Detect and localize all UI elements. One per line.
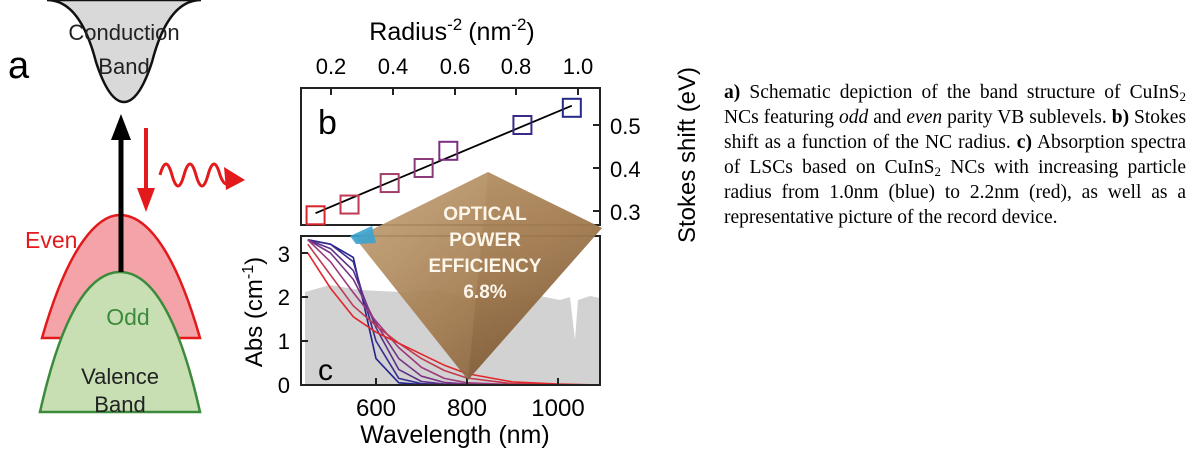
x-axis-title: Wavelength (nm) [360, 421, 549, 449]
caption-a-sub: 2 [1179, 89, 1187, 104]
top-tick-label-0: 0.2 [316, 54, 347, 79]
data-point [561, 97, 582, 118]
caption-c-label: c) [1016, 132, 1032, 153]
right-tick-label-2: 0.5 [610, 114, 641, 139]
top-tick-label-2: 0.6 [440, 54, 471, 79]
photon-arrowhead [224, 167, 245, 190]
x-tick-label-800: 800 [447, 395, 487, 422]
panel-b: b Radius-2 (nm-2) 0.2 0.4 0.6 0.8 1.0 0.3… [300, 15, 701, 243]
data-point [305, 205, 326, 226]
figure-caption: a) Schematic depiction of the band struc… [724, 80, 1186, 230]
photon-wave-icon [158, 162, 232, 188]
conduction-band-label-line2: Band [98, 54, 149, 79]
efficiency-text-line1: OPTICAL [443, 204, 527, 225]
caption-c-text-1: Absorption spectra of LSCs based on CuIn… [724, 132, 1186, 178]
right-axis-title: Stokes shift (eV) [674, 67, 701, 243]
caption-a-label: a) [724, 82, 741, 103]
x-tick-label-1000: 1000 [531, 395, 584, 422]
top-ticks: 0.2 0.4 0.6 0.8 1.0 [316, 54, 594, 95]
y-ticks: 0 1 2 3 [278, 242, 308, 398]
data-point [339, 194, 360, 215]
x-tick-label-600: 600 [356, 395, 396, 422]
efficiency-text-line4: 6.8% [463, 282, 506, 303]
caption-c-sub: 2 [934, 164, 941, 179]
caption-even: even [906, 107, 943, 128]
top-axis-title: Radius-2 (nm-2) [369, 15, 534, 46]
emission-arrowhead [137, 188, 155, 212]
y-tick-label-1: 1 [278, 329, 290, 354]
data-point [438, 140, 459, 161]
top-tick-label-4: 1.0 [563, 54, 594, 79]
conduction-band-shape [46, 0, 202, 104]
data-point [413, 158, 434, 178]
panel-b-label: b [318, 104, 337, 142]
caption-odd: odd [839, 107, 869, 128]
panel-a-label: a [8, 45, 30, 87]
caption-a-text-2: NCs featuring [724, 107, 835, 128]
caption-b-label: b) [1111, 107, 1130, 128]
x-ticks: 600 800 1000 [356, 378, 585, 422]
odd-label: Odd [106, 304, 149, 330]
stokes-shift-plot [305, 97, 582, 226]
y-tick-label-3: 3 [278, 242, 290, 267]
data-point [379, 173, 400, 194]
conduction-band-label-line1: Conduction [68, 20, 179, 45]
caption-and: and [873, 107, 902, 128]
y-tick-label-0: 0 [278, 373, 290, 398]
caption-b-text: Stokes shift as a function of the NC rad… [724, 107, 1187, 153]
top-tick-label-1: 0.4 [378, 54, 409, 79]
figure: a Conduction Band Even Odd Valence Band … [8, 0, 701, 449]
y-axis-title: Abs (cm-1) [240, 257, 268, 367]
efficiency-text-line2: POWER [449, 230, 521, 251]
valence-band-shape [38, 270, 202, 414]
excitation-arrowhead [111, 114, 131, 140]
right-ticks: 0.3 0.4 0.5 [593, 114, 641, 225]
valence-band-label-line1: Valence [81, 364, 159, 389]
y-tick-label-2: 2 [278, 285, 290, 310]
panel-a: a Conduction Band Even Odd Valence Band [8, 0, 245, 417]
even-label: Even [25, 227, 77, 253]
panel-c-label: c [318, 354, 333, 387]
top-tick-label-3: 0.8 [501, 54, 532, 79]
right-tick-label-0: 0.3 [610, 200, 641, 225]
device-photo-facet [468, 172, 602, 380]
caption-c-text-2: NCs with increasing particle radius from… [724, 157, 1187, 228]
efficiency-text-line3: EFFICIENCY [429, 256, 542, 277]
valence-band-label-line2: Band [94, 392, 145, 417]
absorption-series [307, 252, 601, 386]
caption-a-text-3: parity VB sublevels. [947, 107, 1107, 128]
data-point [512, 115, 533, 135]
caption-a-text-1: Schematic depiction of the band structur… [749, 82, 1180, 103]
right-tick-label-1: 0.4 [610, 157, 641, 182]
device-edge-glow [350, 226, 376, 244]
panel-c: c 0 1 2 3 600 800 1000 Wavelength (nm) A… [240, 235, 601, 449]
device-photo: OPTICAL POWER EFFICIENCY 6.8% [350, 172, 602, 380]
